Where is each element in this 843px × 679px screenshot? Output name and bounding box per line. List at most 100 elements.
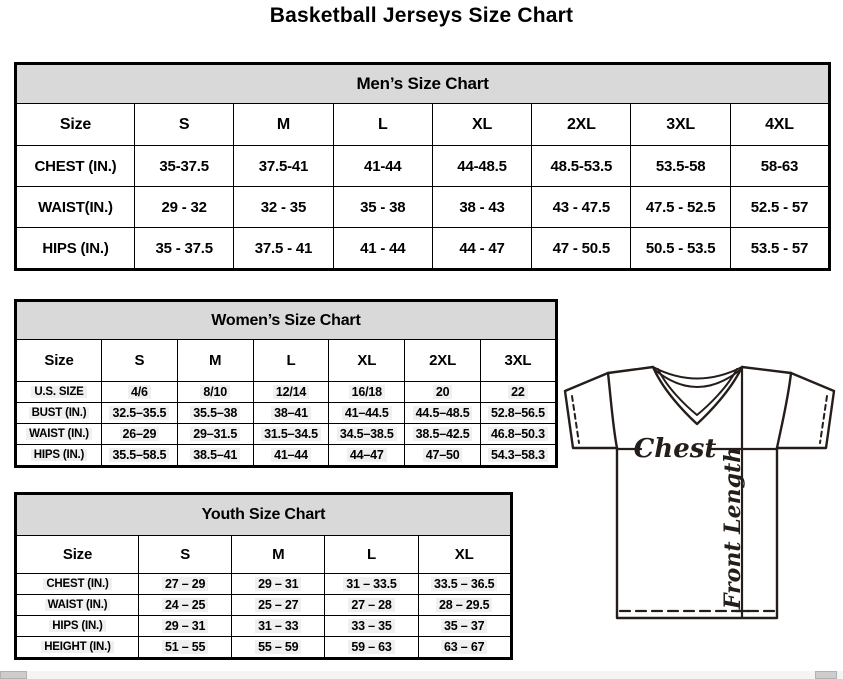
value-cell: 35.5–38: [176, 402, 254, 424]
value-cell: 34.5–38.5: [328, 423, 406, 445]
horizontal-scrollbar[interactable]: [0, 671, 843, 679]
header-cell: S: [133, 103, 235, 146]
value-cell: 47–50: [404, 444, 481, 467]
value-cell: 31 – 33.5: [324, 573, 419, 595]
value-cell: 35.5–58.5: [101, 444, 178, 467]
row-label-cell: BUST (IN.): [15, 402, 102, 424]
value-cell: 41-44: [332, 145, 433, 187]
row-label-cell: HIPS (IN.): [15, 615, 139, 637]
header-cell: XL: [417, 535, 512, 574]
value-cell: 32.5–35.5: [101, 402, 178, 424]
value-cell: 55 – 59: [231, 636, 326, 659]
jersey-cuff-dash-left: [571, 395, 580, 444]
header-cell: 2XL: [404, 339, 481, 382]
value-cell: 37.5-41: [233, 145, 334, 187]
jersey-sleeve-left-seam: [606, 371, 619, 450]
value-cell: 35 – 37: [417, 615, 512, 637]
header-cell: 3XL: [479, 339, 557, 382]
value-cell: 26–29: [101, 423, 178, 445]
scrollbar-right-thumb[interactable]: [815, 671, 837, 679]
jersey-shoulder-right: [740, 365, 793, 375]
value-cell: 51 – 55: [137, 636, 233, 659]
value-cell: 29 – 31: [231, 573, 326, 595]
header-cell: M: [231, 535, 326, 574]
jersey-collar-back-1: [652, 366, 743, 380]
header-cell: XL: [431, 103, 533, 146]
header-cell: 2XL: [531, 103, 632, 146]
mens-size-table: Men’s Size Chart Size S M L XL 2XL 3XL 4…: [14, 62, 832, 271]
value-cell: 41–44.5: [328, 402, 406, 424]
value-cell: 31.5–34.5: [252, 423, 330, 445]
table-row: HIPS (IN.) 35 - 37.5 37.5 - 41 41 - 44 4…: [15, 227, 831, 270]
table-row: WAIST(IN.) 29 - 32 32 - 35 35 - 38 38 - …: [15, 186, 831, 228]
value-cell: 63 – 67: [417, 636, 512, 659]
row-label-cell: HIPS (IN.): [15, 227, 135, 270]
header-cell: XL: [328, 339, 406, 382]
jersey-collar-back-2: [654, 369, 741, 388]
jersey-measurement-diagram: Chest Front Length: [563, 365, 836, 620]
table-row: U.S. SIZE 4/6 8/10 12/14 16/18 20 22: [15, 381, 557, 403]
table-row: WAIST (IN.) 26–29 29–31.5 31.5–34.5 34.5…: [15, 423, 557, 445]
value-cell: 29 - 32: [133, 186, 235, 228]
row-label-cell: HEIGHT (IN.): [15, 636, 139, 659]
value-cell: 25 – 27: [231, 594, 326, 616]
table-row: WAIST (IN.) 24 – 25 25 – 27 27 – 28 28 –…: [15, 594, 512, 616]
value-cell: 48.5-53.5: [531, 145, 632, 187]
row-label-cell: CHEST (IN.): [15, 145, 135, 187]
youth-size-table: Youth Size Chart Size S M L XL CHEST (IN…: [14, 492, 513, 660]
value-cell: 50.5 - 53.5: [630, 227, 731, 270]
jersey-cuff-dash-right: [819, 395, 828, 444]
value-cell: 52.5 - 57: [729, 186, 831, 228]
value-cell: 20: [404, 381, 481, 403]
header-cell: 4XL: [729, 103, 831, 146]
value-cell: 44.5–48.5: [404, 402, 481, 424]
header-cell: L: [332, 103, 433, 146]
header-cell: L: [252, 339, 330, 382]
value-cell: 22: [479, 381, 557, 403]
value-cell: 33.5 – 36.5: [417, 573, 512, 595]
value-cell: 16/18: [328, 381, 406, 403]
jersey-body-outline: [615, 446, 779, 620]
value-cell: 35-37.5: [133, 145, 235, 187]
jersey-shoulder-left: [606, 365, 655, 375]
value-cell: 47 - 50.5: [531, 227, 632, 270]
header-cell: Size: [15, 103, 135, 146]
jersey-collar-v-inner: [657, 368, 738, 416]
womens-size-table: Women’s Size Chart Size S M L XL 2XL 3XL…: [14, 299, 558, 468]
value-cell: 37.5 - 41: [233, 227, 334, 270]
value-cell: 27 – 29: [137, 573, 233, 595]
value-cell: 41 - 44: [332, 227, 433, 270]
value-cell: 52.8–56.5: [479, 402, 557, 424]
row-label-cell: WAIST (IN.): [15, 594, 139, 616]
value-cell: 46.8–50.3: [479, 423, 557, 445]
front-length-label: Front Length: [720, 447, 746, 610]
page-title: Basketball Jerseys Size Chart: [269, 4, 574, 27]
row-label-cell: WAIST(IN.): [15, 186, 135, 228]
value-cell: 47.5 - 52.5: [630, 186, 731, 228]
value-cell: 44 - 47: [431, 227, 533, 270]
jersey-sleeve-right-seam: [775, 371, 793, 450]
value-cell: 38.5–41: [176, 444, 254, 467]
value-cell: 53.5 - 57: [729, 227, 831, 270]
table-row: CHEST (IN.) 35-37.5 37.5-41 41-44 44-48.…: [15, 145, 831, 187]
header-cell: M: [233, 103, 334, 146]
value-cell: 8/10: [176, 381, 254, 403]
jersey-sleeve-right: [775, 371, 836, 450]
value-cell: 35 - 38: [332, 186, 433, 228]
table-row: CHEST (IN.) 27 – 29 29 – 31 31 – 33.5 33…: [15, 573, 512, 595]
scrollbar-left-thumb[interactable]: [0, 671, 27, 679]
value-cell: 53.5-58: [630, 145, 731, 187]
header-cell: M: [176, 339, 254, 382]
chest-label: Chest: [634, 434, 717, 464]
value-cell: 12/14: [252, 381, 330, 403]
row-label-cell: CHEST (IN.): [15, 573, 139, 595]
value-cell: 32 - 35: [233, 186, 334, 228]
value-cell: 27 – 28: [324, 594, 419, 616]
row-label-cell: U.S. SIZE: [15, 381, 102, 403]
table-row: BUST (IN.) 32.5–35.5 35.5–38 38–41 41–44…: [15, 402, 557, 424]
table-row: HEIGHT (IN.) 51 – 55 55 – 59 59 – 63 63 …: [15, 636, 512, 659]
jersey-sleeve-left: [563, 371, 619, 450]
womens-table-title: Women’s Size Chart: [15, 300, 557, 340]
value-cell: 58-63: [729, 145, 831, 187]
